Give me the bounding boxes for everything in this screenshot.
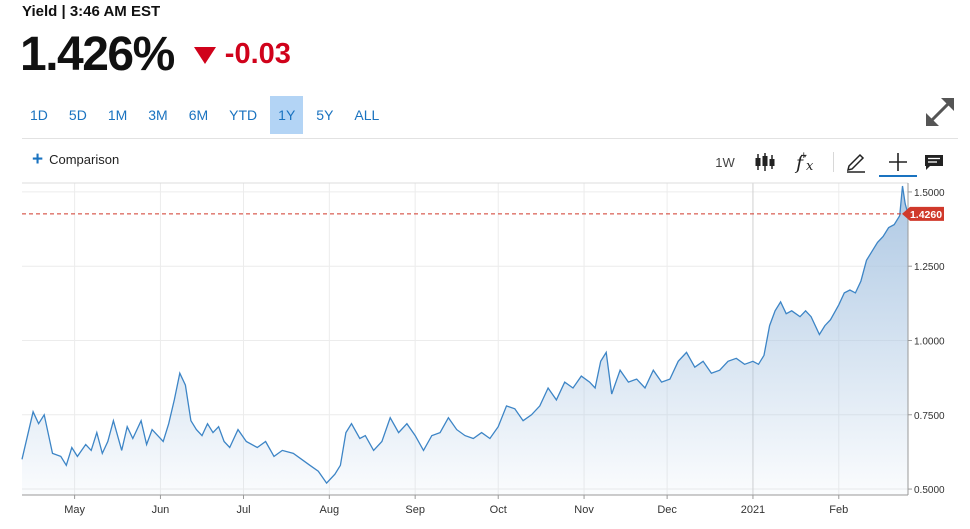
range-tab-ytd[interactable]: YTD xyxy=(229,107,258,123)
comparison-label: Comparison xyxy=(49,152,120,167)
crosshair-active-indicator xyxy=(879,175,917,177)
plus-icon: + xyxy=(32,148,44,170)
chart-axes: 0.5000 0.7500 1.0000 1.2500 1.5000 May Jun Jul A… xyxy=(22,182,945,516)
comment-icon[interactable] xyxy=(922,148,946,176)
down-arrow-icon xyxy=(193,47,216,64)
crosshair-icon[interactable] xyxy=(883,148,913,176)
yield-price: 1.426% xyxy=(20,28,175,81)
current-value-label: 1.4260 xyxy=(910,209,942,221)
range-tab-all[interactable]: ALL xyxy=(354,107,380,123)
x-tick-label: Jul xyxy=(236,504,250,516)
function-icon[interactable]: f x + xyxy=(793,148,821,176)
draw-pencil-icon[interactable] xyxy=(843,148,869,176)
quote-header-label: Yield | 3:46 AM EST xyxy=(22,3,161,20)
yield-area-fill xyxy=(22,186,908,495)
svg-text:+: + xyxy=(800,151,808,161)
current-value-marker: 1.4260 xyxy=(22,206,944,221)
x-tick-label: Oct xyxy=(490,504,507,516)
y-tick-label: 1.0000 xyxy=(914,336,945,347)
comparison-button[interactable]: + Comparison xyxy=(32,148,120,170)
interval-selector[interactable]: 1W xyxy=(715,154,735,170)
toolbar-separator xyxy=(833,152,834,172)
range-tab-1m[interactable]: 1M xyxy=(107,107,128,123)
svg-text:x: x xyxy=(806,159,814,174)
range-tab-5d[interactable]: 5D xyxy=(68,107,87,123)
x-tick-label: Feb xyxy=(829,504,848,516)
y-tick-label: 1.2500 xyxy=(914,262,945,273)
x-tick-label: 2021 xyxy=(741,504,765,516)
divider xyxy=(22,138,958,139)
range-tab-3m[interactable]: 3M xyxy=(148,107,168,123)
range-tab-5y[interactable]: 5Y xyxy=(316,107,334,123)
y-tick-label: 1.5000 xyxy=(914,188,945,199)
x-tick-label: Dec xyxy=(657,504,677,516)
x-tick-label: Aug xyxy=(320,504,340,516)
x-tick-label: Jun xyxy=(152,504,170,516)
x-tick-label: Nov xyxy=(574,504,594,516)
range-tab-6m[interactable]: 6M xyxy=(188,107,209,123)
x-tick-label: Sep xyxy=(405,504,425,516)
y-tick-label: 0.7500 xyxy=(914,411,945,422)
chart-toolbar: 1W f x + xyxy=(700,148,950,178)
price-row: 1.426% -0.03 xyxy=(20,27,291,82)
y-tick-label: 0.5000 xyxy=(914,485,945,496)
x-tick-label: May xyxy=(64,504,85,516)
yield-change: -0.03 xyxy=(224,38,291,70)
range-tabs: 1D 5D 1M 3M 6M YTD 1Y 5Y ALL xyxy=(22,96,392,134)
yield-line xyxy=(21,185,909,485)
expand-icon[interactable] xyxy=(922,94,958,130)
candlestick-icon[interactable] xyxy=(752,148,778,176)
range-tab-1d[interactable]: 1D xyxy=(30,107,48,123)
svg-text:f: f xyxy=(794,152,806,174)
range-tab-1y[interactable]: 1Y xyxy=(270,96,304,134)
current-value-tag xyxy=(902,206,944,221)
